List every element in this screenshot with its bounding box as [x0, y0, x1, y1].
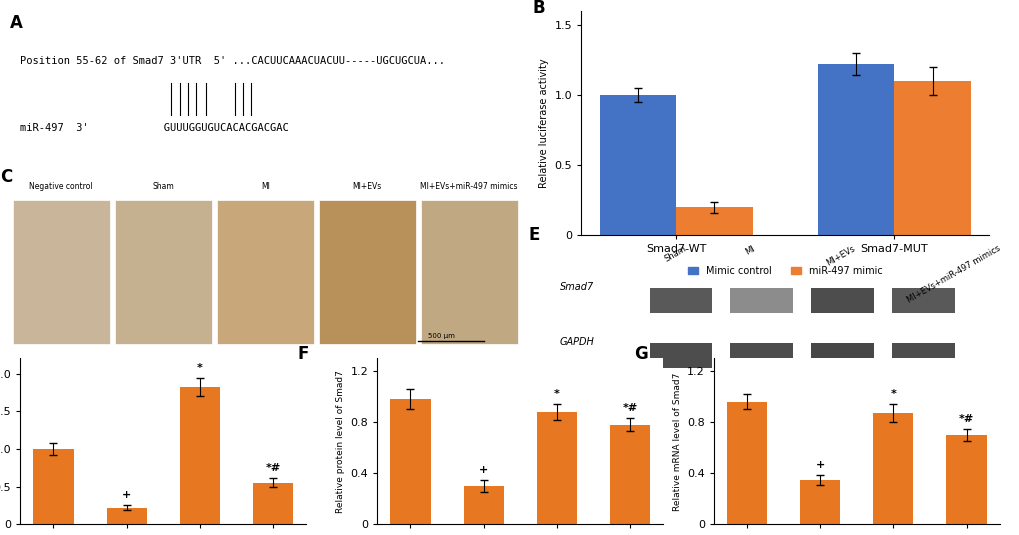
Text: C: C [0, 167, 12, 186]
Bar [390, 399, 430, 524]
Text: F: F [298, 345, 309, 363]
Bar [730, 288, 793, 313]
Bar [817, 64, 894, 235]
Bar [536, 412, 577, 524]
Text: Sham: Sham [152, 182, 174, 190]
Text: +: + [479, 465, 488, 475]
Bar [649, 343, 711, 368]
Bar [810, 343, 873, 368]
Text: GAPDH: GAPDH [559, 337, 594, 347]
Text: A: A [10, 14, 23, 32]
Text: *#: *# [958, 414, 973, 424]
Text: miR-497  3'            GUUUGGUGUCACACGACGAC: miR-497 3' GUUUGGUGUCACACGACGAC [20, 123, 288, 133]
Bar [649, 288, 711, 313]
Bar [599, 95, 676, 235]
Bar [34, 449, 73, 524]
Text: *: * [553, 389, 559, 400]
Text: *#: *# [265, 463, 280, 473]
Text: MI: MI [261, 182, 269, 190]
Bar [891, 343, 954, 368]
Bar [946, 435, 985, 524]
Y-axis label: Relative protein level of Smad7: Relative protein level of Smad7 [335, 370, 344, 513]
Text: MI+EVs: MI+EVs [353, 182, 381, 190]
Text: Negative control: Negative control [30, 182, 93, 190]
Bar [609, 425, 649, 524]
Text: 500 μm: 500 μm [428, 333, 454, 339]
Text: G: G [634, 345, 647, 363]
Bar [872, 414, 913, 524]
Text: MI: MI [743, 243, 756, 256]
Text: Sham: Sham [662, 243, 688, 263]
Text: MI+EVs+miR-497 mimics: MI+EVs+miR-497 mimics [420, 182, 518, 190]
Text: E: E [528, 226, 539, 244]
Legend: Mimic control, miR-497 mimic: Mimic control, miR-497 mimic [684, 262, 886, 280]
Text: Position 55-62 of Smad7 3'UTR  5' ...CACUUCAAACUACUU-----UGCUGCUA...: Position 55-62 of Smad7 3'UTR 5' ...CACU… [20, 56, 445, 66]
Text: *#: *# [622, 403, 637, 414]
Bar [253, 483, 292, 524]
Text: *: * [197, 363, 203, 373]
Bar [106, 508, 147, 524]
Y-axis label: Relative mRNA level of Smad7: Relative mRNA level of Smad7 [672, 372, 681, 510]
Bar [463, 486, 503, 524]
Bar [179, 387, 220, 524]
Text: +: + [815, 460, 824, 470]
Bar [676, 207, 752, 235]
Text: Smad7: Smad7 [559, 282, 593, 292]
Bar [810, 288, 873, 313]
Text: MI+EVs+miR-497 mimics: MI+EVs+miR-497 mimics [905, 243, 1001, 304]
Text: *: * [890, 389, 896, 400]
Bar [730, 343, 793, 368]
Text: B: B [532, 0, 544, 18]
Bar [891, 288, 954, 313]
Bar [799, 480, 840, 524]
Text: +: + [122, 491, 131, 500]
Y-axis label: Relative luciferase activity: Relative luciferase activity [539, 58, 548, 188]
Text: MI+EVs: MI+EVs [823, 243, 856, 268]
Bar [894, 81, 970, 235]
Bar [727, 402, 766, 524]
